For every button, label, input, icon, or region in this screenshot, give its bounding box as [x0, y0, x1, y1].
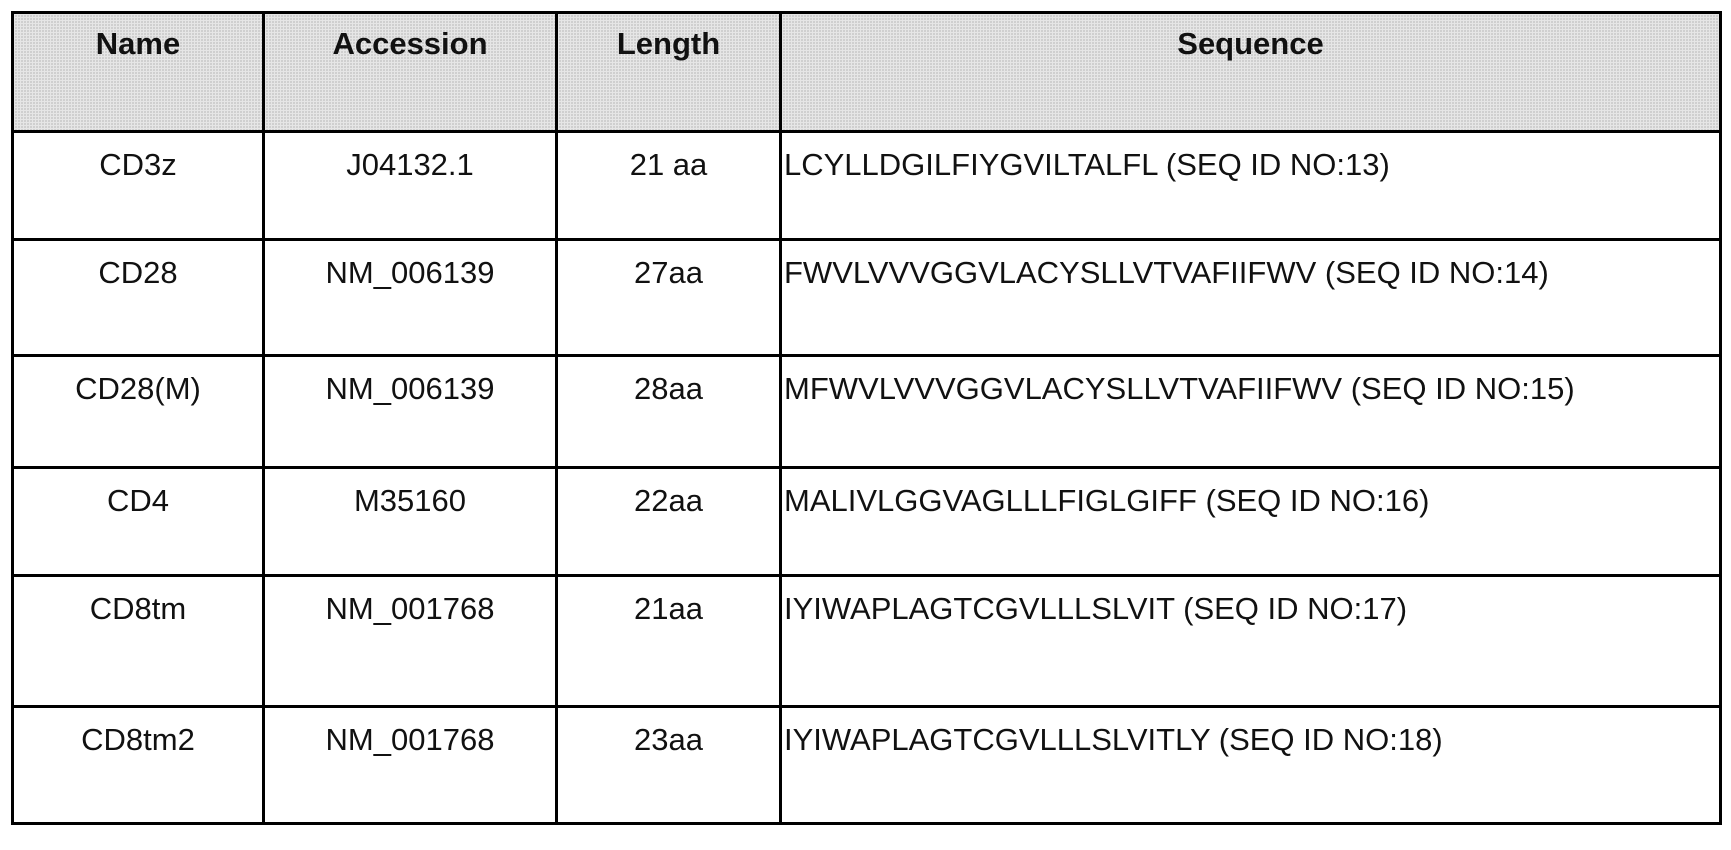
table-cell: CD28(M) — [13, 356, 264, 468]
header-cell: Length — [557, 13, 781, 132]
table-row: CD3zJ04132.121 aaLCYLLDGILFIYGVILTALFL (… — [13, 132, 1721, 240]
table-cell: 23aa — [557, 707, 781, 824]
table-row: CD8tm2NM_00176823aaIYIWAPLAGTCGVLLLSLVIT… — [13, 707, 1721, 824]
table-cell: IYIWAPLAGTCGVLLLSLVITLY (SEQ ID NO:18) — [781, 707, 1721, 824]
data-table: NameAccessionLengthSequence CD3zJ04132.1… — [11, 11, 1722, 825]
table-cell: CD4 — [13, 468, 264, 576]
table-cell: FWVLVVVGGVLACYSLLVTVAFIIFWV (SEQ ID NO:1… — [781, 240, 1721, 356]
table-cell: 28aa — [557, 356, 781, 468]
table-cell: CD8tm — [13, 576, 264, 707]
table-cell: MFWVLVVVGGVLACYSLLVTVAFIIFWV (SEQ ID NO:… — [781, 356, 1721, 468]
table-cell: M35160 — [264, 468, 557, 576]
table-cell: NM_006139 — [264, 240, 557, 356]
table-row: CD28NM_00613927aaFWVLVVVGGVLACYSLLVTVAFI… — [13, 240, 1721, 356]
table-cell: NM_006139 — [264, 356, 557, 468]
header-row: NameAccessionLengthSequence — [13, 13, 1721, 132]
table-cell: J04132.1 — [264, 132, 557, 240]
table-cell: 21 aa — [557, 132, 781, 240]
table-row: CD8tmNM_00176821aaIYIWAPLAGTCGVLLLSLVIT … — [13, 576, 1721, 707]
table-cell: IYIWAPLAGTCGVLLLSLVIT (SEQ ID NO:17) — [781, 576, 1721, 707]
header-cell: Accession — [264, 13, 557, 132]
header-cell: Name — [13, 13, 264, 132]
table-body: CD3zJ04132.121 aaLCYLLDGILFIYGVILTALFL (… — [13, 132, 1721, 824]
table-cell: 27aa — [557, 240, 781, 356]
table-cell: LCYLLDGILFIYGVILTALFL (SEQ ID NO:13) — [781, 132, 1721, 240]
table-row: CD4M3516022aaMALIVLGGVAGLLLFIGLGIFF (SEQ… — [13, 468, 1721, 576]
table-cell: CD3z — [13, 132, 264, 240]
table-cell: CD28 — [13, 240, 264, 356]
header-cell: Sequence — [781, 13, 1721, 132]
table-cell: 22aa — [557, 468, 781, 576]
table-cell: CD8tm2 — [13, 707, 264, 824]
table-cell: NM_001768 — [264, 576, 557, 707]
table-row: CD28(M)NM_00613928aaMFWVLVVVGGVLACYSLLVT… — [13, 356, 1721, 468]
table-cell: NM_001768 — [264, 707, 557, 824]
table-cell: 21aa — [557, 576, 781, 707]
table-cell: MALIVLGGVAGLLLFIGLGIFF (SEQ ID NO:16) — [781, 468, 1721, 576]
